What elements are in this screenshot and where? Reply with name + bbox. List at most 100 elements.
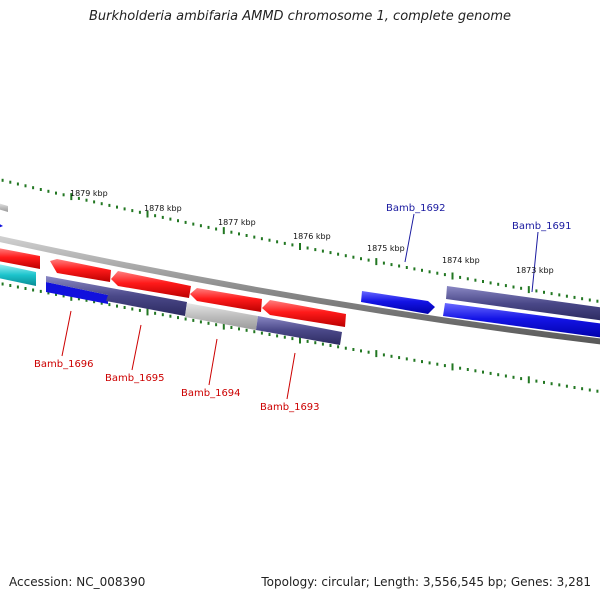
scale-tick-lower — [169, 314, 172, 318]
genome-backbone — [0, 236, 600, 345]
scale-tick-upper — [321, 249, 324, 253]
gene-label-bamb-1691[interactable]: Bamb_1691 — [512, 221, 572, 232]
scale-tick-upper — [55, 191, 57, 195]
scale-tick-lower — [375, 350, 378, 358]
purple-feature-bamb-1695 — [46, 276, 187, 316]
scale-tick-lower — [55, 292, 57, 296]
scale-tick-upper — [413, 267, 416, 271]
scale-tick-upper — [421, 268, 423, 272]
scale-tick-upper — [382, 261, 385, 265]
scale-tick-lower — [428, 361, 431, 365]
scale-tick-upper — [161, 215, 164, 219]
scale-tick-lower — [222, 322, 225, 330]
scale-tick-upper — [62, 193, 65, 197]
gray-gene-fragment — [0, 203, 8, 212]
scale-tick-lower — [62, 294, 65, 298]
scale-tick-upper — [268, 238, 271, 242]
scale-tick-lower — [283, 335, 286, 339]
purple-feature-bamb-1693 — [256, 316, 342, 345]
scale-tick-upper — [47, 189, 50, 193]
scale-tick-lower — [260, 331, 263, 335]
scale-tick-lower — [337, 345, 340, 349]
scale-tick-upper — [276, 240, 279, 244]
gene-label-bamb-1696[interactable]: Bamb_1696 — [34, 359, 94, 370]
scale-tick-lower — [367, 350, 370, 354]
scale-tick-upper — [108, 203, 111, 207]
scale-tick-lower — [146, 308, 149, 316]
scale-tick-lower — [527, 376, 530, 384]
scale-tick-upper — [535, 289, 538, 293]
scale-tick-lower — [177, 316, 179, 320]
scale-tick-upper — [77, 196, 80, 200]
scale-tick-upper — [192, 222, 195, 226]
scale-tick-lower — [344, 346, 347, 350]
scale-tick-upper — [482, 280, 484, 283]
purple-gene-bamb-1691 — [446, 286, 600, 321]
scale-tick-lower — [436, 362, 439, 366]
scale-tick-upper — [497, 282, 500, 286]
scale-tick-upper — [169, 217, 172, 221]
scale-tick-lower — [1, 282, 4, 286]
scale-tick-lower — [314, 341, 317, 345]
scale-tick-upper — [260, 237, 263, 241]
scale-label-1874: 1874 kbp — [442, 256, 480, 265]
scale-tick-lower — [131, 307, 134, 311]
scale-tick-lower — [245, 328, 248, 332]
scale-tick-upper — [230, 230, 233, 234]
map-title: Burkholderia ambifaria AMMD chromosome 1… — [88, 9, 512, 24]
scale-tick-lower — [215, 323, 218, 327]
scale-label-1877: 1877 kbp — [218, 218, 256, 227]
scale-tick-upper — [474, 278, 477, 282]
gene-label-bamb-1693[interactable]: Bamb_1693 — [260, 402, 320, 413]
scale-tick-upper — [360, 257, 362, 261]
gene-bamb-1695 — [111, 271, 191, 298]
scale-tick-lower — [230, 326, 233, 329]
scale-tick-upper — [520, 286, 523, 290]
scale-tick-upper — [306, 246, 309, 250]
leader-line-bamb-1691 — [531, 231, 539, 293]
scale-tick-upper — [543, 290, 545, 294]
scale-tick-lower — [199, 320, 202, 324]
scale-tick-upper — [390, 263, 393, 267]
scale-tick-upper — [329, 251, 332, 255]
scale-tick-lower — [558, 383, 561, 387]
scale-tick-lower — [299, 336, 301, 344]
scale-tick-upper — [116, 205, 118, 209]
scale-tick-upper — [138, 210, 141, 214]
scale-tick-upper — [337, 252, 340, 256]
scale-label-1878: 1878 kbp — [144, 204, 182, 213]
scale-tick-upper — [428, 270, 431, 274]
scale-tick-upper — [70, 193, 73, 201]
scale-tick-lower — [39, 289, 42, 293]
gene-label-bamb-1694[interactable]: Bamb_1694 — [181, 388, 241, 399]
scale-tick-lower — [253, 330, 256, 334]
scale-tick-upper — [184, 220, 187, 224]
scale-tick-upper — [459, 275, 462, 279]
scale-tick-lower — [32, 288, 35, 292]
scale-tick-lower — [489, 371, 492, 375]
scale-tick-upper — [9, 180, 12, 184]
gene-label-bamb-1695[interactable]: Bamb_1695 — [105, 373, 165, 384]
scale-label-1879: 1879 kbp — [70, 189, 108, 198]
scale-tick-lower — [192, 318, 195, 322]
leader-line-bamb-1694 — [208, 338, 218, 386]
scale-tick-lower — [360, 349, 362, 353]
scale-tick-upper — [375, 258, 378, 266]
scale-tick-lower — [573, 386, 576, 389]
scale-tick-lower — [550, 382, 553, 386]
scale-tick-lower — [581, 387, 584, 391]
scale-tick-upper — [32, 186, 35, 190]
scale-tick-upper — [573, 295, 576, 299]
scale-tick-upper — [489, 281, 492, 285]
scale-tick-upper — [451, 272, 454, 280]
scale-tick-lower — [520, 377, 523, 381]
leader-line-bamb-1696 — [61, 310, 72, 357]
scale-tick-upper — [596, 299, 599, 303]
scale-tick-lower — [413, 358, 416, 362]
scale-tick-lower — [398, 356, 401, 360]
scale-tick-upper — [215, 227, 218, 231]
gene-label-bamb-1692[interactable]: Bamb_1692 — [386, 203, 446, 214]
gray-feature-bamb-1694 — [185, 303, 258, 330]
scale-tick-upper — [558, 293, 561, 297]
scale-tick-upper — [177, 219, 179, 223]
